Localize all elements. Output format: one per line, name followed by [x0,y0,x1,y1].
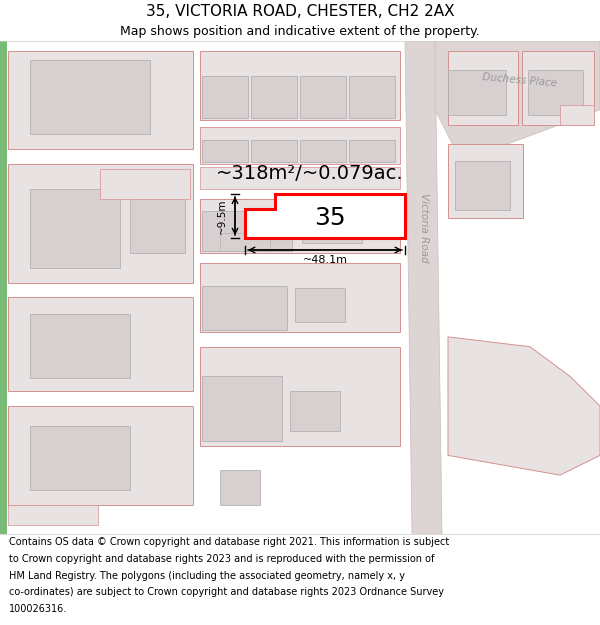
Text: 100026316.: 100026316. [9,604,67,614]
Bar [202,376,282,441]
Bar [349,76,395,118]
Polygon shape [245,194,405,238]
Bar [200,262,400,332]
Bar [130,199,185,253]
Bar [220,233,270,251]
Bar [300,76,346,118]
Bar [202,76,248,118]
Text: Map shows position and indicative extent of the property.: Map shows position and indicative extent… [120,25,480,38]
Text: Duchess Place: Duchess Place [482,72,558,88]
Bar [30,426,130,490]
Text: to Crown copyright and database rights 2023 and is reproduced with the permissio: to Crown copyright and database rights 2… [9,554,434,564]
Text: 35, VICTORIA ROAD, CHESTER, CH2 2AX: 35, VICTORIA ROAD, CHESTER, CH2 2AX [146,4,454,19]
Bar [560,105,594,124]
Text: Contains OS data © Crown copyright and database right 2021. This information is : Contains OS data © Crown copyright and d… [9,537,449,547]
Bar [251,76,297,118]
Bar [349,141,395,162]
Bar [8,406,193,505]
Text: 35: 35 [314,206,346,231]
Bar [200,126,400,164]
Bar [448,70,506,115]
Text: ~48.1m: ~48.1m [302,255,347,265]
Bar [8,51,193,149]
Polygon shape [435,41,600,154]
Bar [200,167,400,189]
Bar [302,209,362,243]
Bar [0,41,7,534]
Bar [295,288,345,322]
Bar [8,298,193,391]
Text: Victoria Road: Victoria Road [419,194,429,263]
Bar [202,286,287,330]
Text: co-ordinates) are subject to Crown copyright and database rights 2023 Ordnance S: co-ordinates) are subject to Crown copyr… [9,588,444,598]
Bar [30,314,130,378]
Bar [300,141,346,162]
Text: ~318m²/~0.079ac.: ~318m²/~0.079ac. [216,164,404,184]
Bar [8,505,98,524]
Bar [528,70,583,115]
Bar [30,189,120,268]
Bar [202,141,248,162]
Bar [455,161,510,211]
Bar [251,141,297,162]
Text: ~9.5m: ~9.5m [217,199,227,234]
Bar [200,199,400,253]
Bar [448,51,518,124]
Bar [522,51,594,124]
Polygon shape [448,337,600,475]
Bar [100,169,190,199]
Bar [448,144,523,218]
Bar [220,470,260,505]
Bar [200,51,400,119]
Polygon shape [405,41,442,534]
Bar [30,61,150,134]
Text: HM Land Registry. The polygons (including the associated geometry, namely x, y: HM Land Registry. The polygons (includin… [9,571,405,581]
Bar [8,164,193,282]
Bar [200,347,400,446]
Bar [202,211,292,251]
Bar [290,391,340,431]
